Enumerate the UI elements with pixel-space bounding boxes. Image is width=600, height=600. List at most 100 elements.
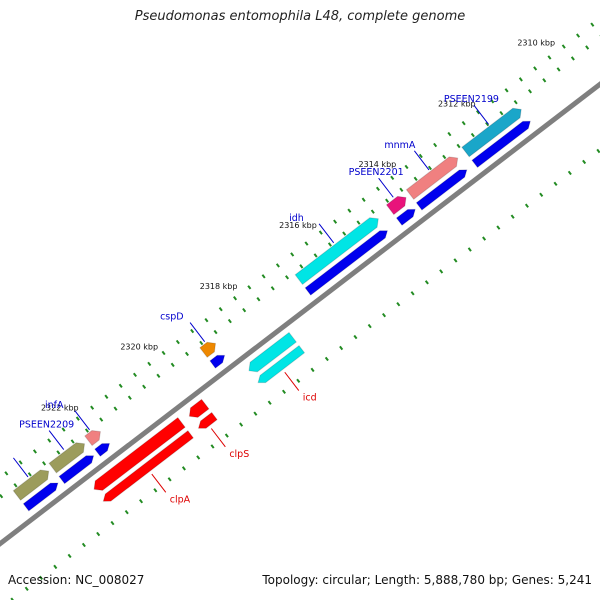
strand-arrow-clpA[interactable]: [102, 429, 194, 502]
gene-icd[interactable]: [248, 331, 298, 373]
tick-mark: [242, 307, 247, 313]
gene-cspD[interactable]: [199, 341, 217, 358]
tick-label-2322: 2322 kbp: [41, 403, 79, 412]
tick-mark: [461, 120, 466, 126]
tick-mark: [113, 406, 118, 411]
tick-mark: [567, 170, 572, 176]
tick-mark: [453, 258, 458, 263]
tick-mark: [261, 274, 266, 279]
tick-mark: [561, 44, 566, 49]
leader-line-PSEEN2201: [378, 177, 394, 198]
tick-mark: [576, 33, 581, 38]
gene-mnmA[interactable]: [405, 156, 459, 201]
tick-mark: [470, 132, 475, 138]
gene-label-infA[interactable]: infA: [45, 400, 64, 411]
tick-mark: [385, 198, 390, 203]
strand-arrow-PSEEN2209[interactable]: [58, 455, 95, 485]
tick-mark: [439, 269, 444, 274]
tick-label-2314: 2314 kbp: [359, 160, 397, 169]
strand-arrow-clpS[interactable]: [197, 411, 218, 429]
leader-line-cspD: [189, 322, 206, 342]
gene-label-PSEEN2199[interactable]: PSEEN2199: [444, 94, 499, 105]
leader-line-mnmA: [413, 150, 430, 171]
tick-mark: [418, 153, 423, 159]
gene-label-idh[interactable]: idh: [289, 213, 304, 224]
tick-mark: [147, 361, 152, 367]
tick-mark: [153, 488, 158, 493]
tick-mark: [42, 461, 47, 466]
tick-mark: [132, 372, 138, 378]
tick-mark: [327, 242, 332, 247]
gene-label-cspD[interactable]: cspD: [160, 312, 184, 323]
gene-clpS[interactable]: [188, 398, 210, 418]
tick-mark: [167, 477, 172, 482]
strand-arrow-idh[interactable]: [304, 230, 389, 296]
tick-mark: [485, 121, 490, 127]
tick-mark: [533, 66, 538, 71]
tick-mark: [390, 175, 395, 181]
tick-mark: [18, 460, 23, 465]
gene-idh[interactable]: [294, 217, 379, 286]
tick-mark: [510, 214, 515, 219]
tick-mark: [396, 302, 401, 307]
tick-mark: [382, 312, 387, 318]
tick-mark: [318, 230, 323, 235]
strand-arrow-infA[interactable]: [94, 442, 111, 457]
tick-mark: [356, 220, 361, 225]
tick-mark: [210, 444, 215, 449]
strand-arrow-PSEEN2201[interactable]: [395, 208, 416, 226]
gene-label-icd[interactable]: icd: [303, 393, 317, 404]
tick-label-2316: 2316 kbp: [279, 221, 317, 230]
tick-mark: [361, 197, 366, 202]
gene-PSEEN2199[interactable]: [461, 107, 522, 158]
tick-mark: [204, 317, 209, 323]
tick-mark: [84, 428, 89, 433]
strand-arrow-mnmA[interactable]: [415, 169, 468, 211]
tick-mark: [275, 263, 280, 268]
leader-line-PSEEN2209: [48, 430, 65, 450]
tick-mark: [24, 586, 29, 591]
gene-label-PSEEN2209[interactable]: PSEEN2209: [19, 420, 74, 431]
gene-clpA[interactable]: [93, 416, 186, 491]
leader-line-clpS: [210, 428, 226, 448]
tick-mark: [27, 472, 32, 477]
strand-arrow-aat[interactable]: [22, 482, 59, 512]
tick-mark: [582, 159, 587, 165]
tick-mark: [161, 350, 166, 356]
gene-aat[interactable]: [12, 469, 50, 501]
tick-mark: [213, 329, 218, 335]
strand-arrow-PSEEN2199[interactable]: [471, 120, 531, 169]
tick-mark: [596, 148, 600, 154]
tick-mark: [467, 247, 472, 252]
strand-arrow-cspD[interactable]: [209, 354, 226, 369]
gene-PSEEN2209[interactable]: [48, 442, 86, 474]
leader-line-clpA: [151, 473, 167, 493]
tick-mark: [247, 285, 252, 290]
tick-mark: [32, 449, 37, 454]
tick-mark: [110, 520, 115, 526]
tick-mark: [313, 253, 318, 258]
tick-mark: [47, 438, 52, 443]
gene-PSEEN2201[interactable]: [385, 195, 407, 216]
gene-infA[interactable]: [84, 429, 101, 447]
tick-mark: [513, 100, 518, 105]
tick-label-2312: 2312 kbp: [438, 99, 476, 108]
tick-mark: [253, 411, 258, 416]
gene-label-clpA[interactable]: clpA: [170, 494, 191, 505]
tick-mark: [324, 356, 329, 362]
gene-label-mnmA[interactable]: mnmA: [384, 140, 416, 151]
tick-mark: [61, 427, 66, 432]
tick-mark: [239, 422, 244, 427]
tick-mark: [67, 553, 72, 559]
tick-mark: [410, 291, 415, 296]
tick-mark: [304, 241, 309, 246]
strand-arrow-icd[interactable]: [257, 344, 306, 384]
gene-label-PSEEN2201[interactable]: PSEEN2201: [349, 167, 404, 178]
tick-mark: [270, 286, 275, 291]
tick-mark: [310, 367, 315, 373]
gene-label-clpS[interactable]: clpS: [229, 449, 249, 460]
tick-mark: [585, 45, 590, 50]
tick-mark: [490, 99, 495, 104]
tick-mark: [139, 499, 144, 504]
